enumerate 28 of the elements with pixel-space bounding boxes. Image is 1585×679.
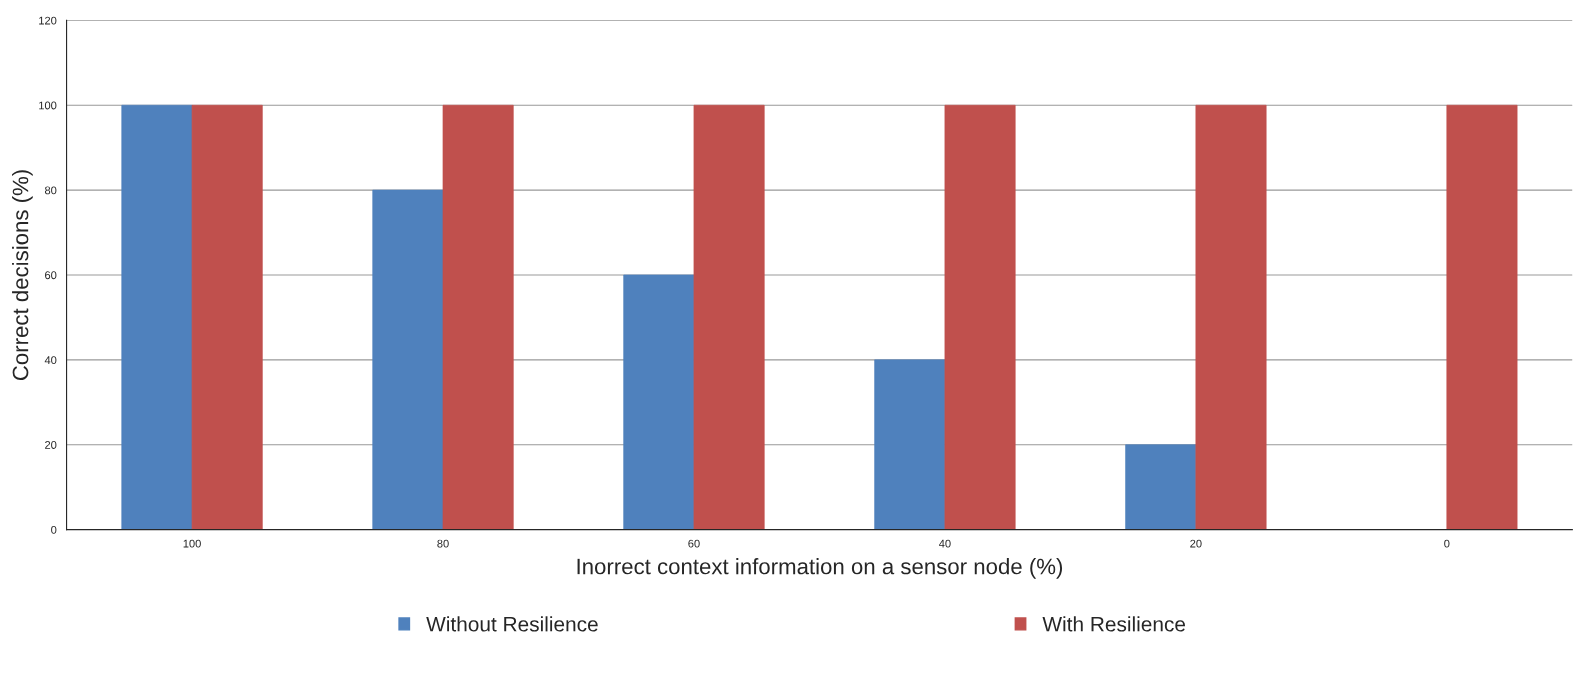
y-tick-label: 120 [39,16,57,25]
bar [1125,444,1197,530]
x-axis-title: Inorrect context information on a sensor node (%) [577,558,1063,579]
y-tick-label: 100 [39,101,57,110]
bar [121,104,193,530]
bar [874,359,946,530]
y-tick-label: 40 [44,356,57,365]
y-tick-label: 20 [45,441,57,449]
bar [1446,104,1518,530]
y-tick-label: 60 [45,271,57,280]
y-tick-label: 0 [51,525,57,534]
legend-label: Without Resilience [426,616,598,632]
bar [191,104,263,530]
x-tick-label: 60 [688,539,700,548]
x-tick-label: 80 [437,539,449,548]
x-tick-label: 40 [939,539,951,548]
y-tick-label: 80 [44,186,57,195]
bar [693,104,765,530]
bar [623,274,695,530]
bar [944,104,1016,530]
bar [1195,104,1267,530]
x-tick-label: 100 [183,539,201,548]
legend-label: With Resilience [1042,616,1186,632]
bar [442,104,514,530]
x-tick-label: 20 [1190,539,1202,548]
y-axis-title: Correct decisions (%) [12,170,33,381]
x-tick-label: 0 [1444,539,1450,548]
bar [372,189,444,530]
